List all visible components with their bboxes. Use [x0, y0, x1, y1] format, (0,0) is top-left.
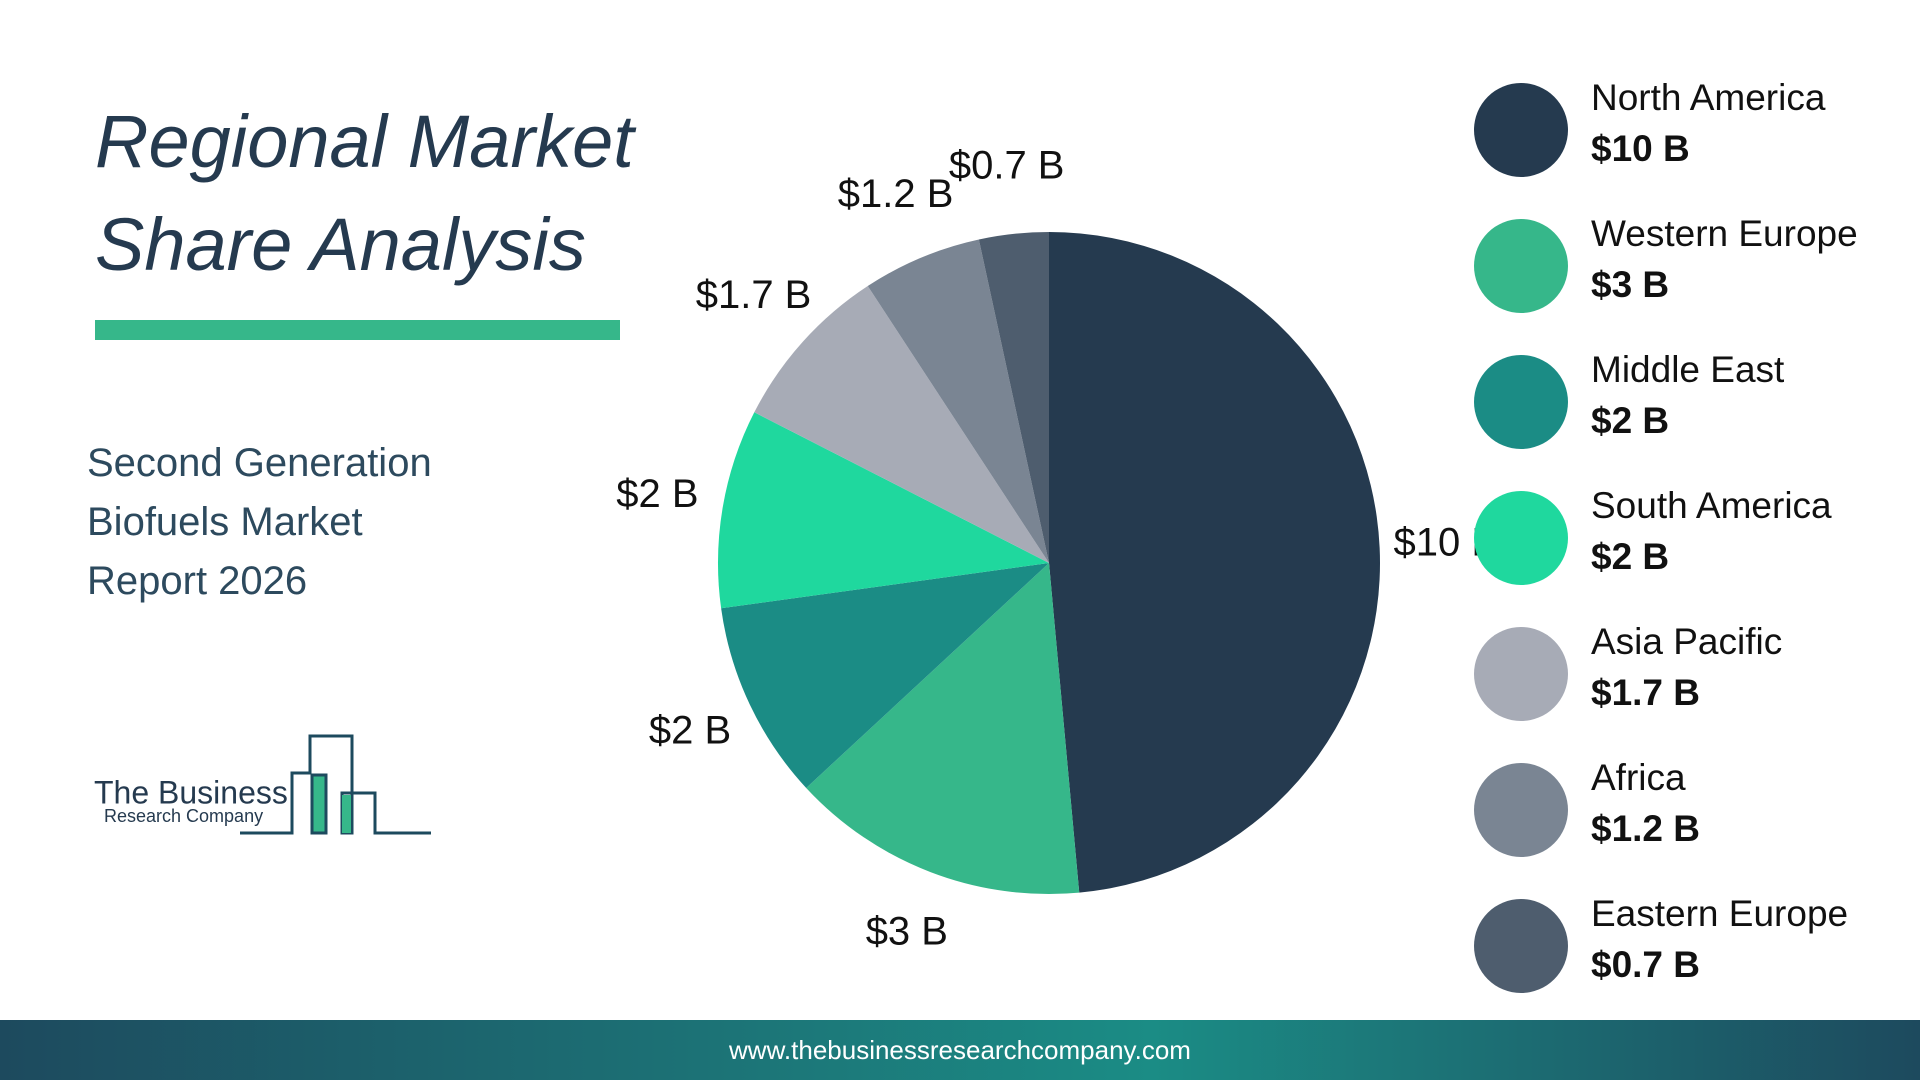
data-label: $2 B: [616, 472, 698, 516]
legend-value: $2 B: [1591, 536, 1669, 577]
logo-bar: [310, 773, 328, 835]
legend-icon: [1474, 83, 1568, 177]
legend-icon: [1474, 899, 1568, 993]
legend-name: Africa: [1591, 757, 1686, 798]
footer-band: [0, 1020, 1920, 1080]
logo-line1: The Business: [94, 774, 288, 810]
pie-slice: [867, 239, 1049, 563]
legend-icon: [1474, 491, 1568, 585]
chart: The Business Research Company $10 B North…: [94, 77, 1858, 993]
pie-slice: [1049, 232, 1381, 893]
logo-line2: Research Company: [104, 806, 263, 826]
data-label: $1.7 B: [696, 273, 812, 317]
legend-value: $10 B: [1591, 128, 1690, 169]
legend-icon: [1474, 627, 1568, 721]
data-label: $0.7 B: [949, 144, 1065, 188]
legend-icon: [1474, 763, 1568, 857]
data-label: $3 B: [866, 909, 948, 953]
legend-value: $1.2 B: [1591, 808, 1700, 849]
legend-name: North America: [1591, 77, 1826, 118]
chart-title: Regional Market Share Analysis: [95, 100, 634, 286]
pie-slice: [718, 412, 1049, 609]
legend-value: $2 B: [1591, 400, 1669, 441]
logo: The Business Research Company: [94, 734, 431, 835]
legend-value: $0.7 B: [1591, 944, 1700, 985]
legend-name: Middle East: [1591, 349, 1785, 390]
legend-name: South America: [1591, 485, 1832, 526]
legend-value: $1.7 B: [1591, 672, 1700, 713]
legend-icon: [1474, 219, 1568, 313]
pie-slice: [806, 563, 1080, 894]
legend-name: Asia Pacific: [1591, 621, 1782, 662]
legend-icon: [1474, 355, 1568, 449]
pie-slice: [721, 563, 1049, 788]
logo-outline: [240, 734, 431, 835]
title-underline: [95, 320, 620, 340]
subtitle: Second Generation Biofuels Market Report…: [87, 441, 432, 603]
pie-slice: [754, 286, 1049, 563]
legend-name: Eastern Europe: [1591, 893, 1848, 934]
logo-bar: [342, 795, 351, 833]
legend-name: Western Europe: [1591, 213, 1858, 254]
data-label: $2 B: [649, 709, 731, 753]
footer-url: www.thebusinessresearchcompany.com: [729, 1035, 1191, 1065]
legend-value: $3 B: [1591, 264, 1669, 305]
data-label: $1.2 B: [838, 172, 954, 216]
pie-slice: [978, 232, 1049, 563]
